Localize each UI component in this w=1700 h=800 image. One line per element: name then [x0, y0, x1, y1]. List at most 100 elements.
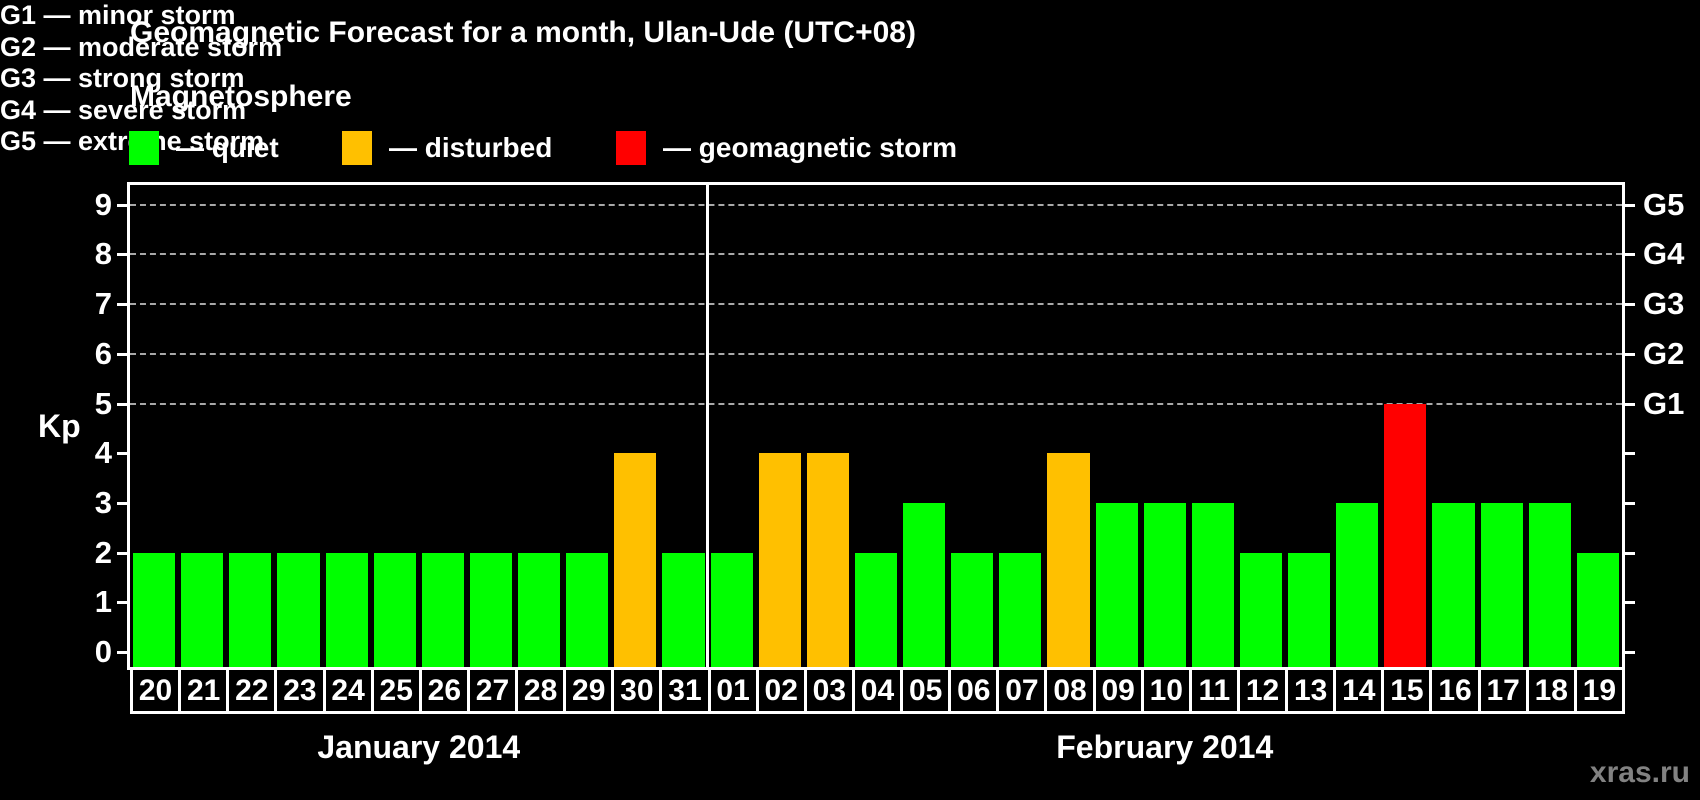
day-cell: 04: [851, 667, 904, 714]
kp-bar: [325, 552, 368, 667]
kp-bar: [903, 502, 946, 667]
kp-bar: [854, 552, 898, 667]
y-tick-label: 1: [94, 584, 112, 620]
kp-bar: [373, 552, 416, 667]
axis-tick: [117, 203, 130, 207]
kp-bar: [1528, 502, 1571, 667]
day-cell: 23: [274, 667, 326, 714]
g-axis-label: G1: [1643, 385, 1685, 421]
axis-tick: [1622, 601, 1635, 605]
kp-bar: [1480, 502, 1523, 667]
day-cell: 21: [178, 667, 230, 714]
day-cell: 03: [803, 667, 855, 714]
axis-tick: [1622, 551, 1635, 555]
month-label: January 2014: [317, 729, 521, 765]
axis-tick: [117, 452, 130, 456]
day-cell: 30: [611, 667, 663, 714]
axis-tick: [117, 303, 130, 307]
day-cell: 10: [1140, 667, 1192, 714]
axis-tick: [1622, 303, 1635, 307]
kp-bar: [1239, 552, 1283, 667]
axis-tick: [117, 402, 130, 406]
grid-line: [130, 203, 1622, 206]
g-legend-item: G1 — minor storm: [0, 0, 236, 30]
day-cell: 26: [418, 667, 470, 714]
legend-item: — quiet: [129, 130, 279, 166]
kp-bar: [518, 552, 561, 667]
kp-bar: [277, 552, 320, 667]
y-tick-label: 0: [94, 634, 112, 669]
magnetosphere-heading: Magnetosphere: [130, 80, 352, 113]
axis-tick: [117, 601, 130, 605]
day-cell: 05: [900, 667, 952, 714]
kp-bar: [662, 552, 705, 667]
g-legend-item: G4 — severe storm: [0, 94, 247, 125]
g-legend-item: G2 — moderate storm: [0, 31, 283, 62]
kp-bar: [710, 552, 753, 667]
axis-tick: [1622, 651, 1635, 654]
day-cell: 08: [1044, 667, 1096, 714]
grid-line: [130, 303, 1622, 306]
kp-bar: [421, 552, 464, 667]
grid-line: [130, 253, 1622, 256]
kp-bar: [566, 552, 609, 667]
kp-bar: [951, 552, 994, 667]
grid-line: [130, 402, 1622, 405]
day-cell: 02: [755, 667, 807, 714]
day-cell: 27: [466, 667, 519, 714]
axis-tick: [1622, 452, 1635, 456]
y-tick-label: 6: [94, 335, 112, 371]
plot-area: [130, 185, 1622, 667]
day-cell: 07: [996, 667, 1048, 714]
day-cell: 24: [322, 667, 374, 714]
day-cell: 31: [659, 667, 711, 714]
legend-label: — geomagnetic storm: [663, 132, 958, 163]
kp-bar: [229, 552, 272, 667]
day-cell: 11: [1188, 667, 1240, 714]
y-tick-label: 2: [94, 534, 112, 570]
axis-tick: [1622, 253, 1635, 257]
day-cell: 09: [1092, 667, 1144, 714]
g-axis-label: G2: [1643, 335, 1685, 371]
day-cell: 14: [1333, 667, 1385, 714]
axis-tick: [1622, 203, 1635, 207]
kp-bar: [469, 552, 513, 667]
axis-tick: [1622, 402, 1635, 406]
day-cell: 18: [1525, 667, 1577, 714]
day-cell: 28: [515, 667, 567, 714]
day-cell: 22: [226, 667, 278, 714]
y-tick-label: 5: [94, 385, 112, 421]
y-tick-label: 4: [94, 435, 112, 471]
watermark: xras.ru: [1589, 756, 1690, 789]
kp-bar: [1143, 502, 1186, 667]
g-axis-label: G5: [1643, 186, 1685, 222]
day-cell: 12: [1236, 667, 1289, 714]
day-axis-row: 20 21 22 23 24 25 26 27 28 29 30 31 01 02 03 04 05 06 07 08…: [130, 667, 1630, 714]
storm-swatch: [616, 131, 646, 165]
g-axis-label: G4: [1643, 236, 1685, 272]
chart-title: Geomagnetic Forecast for a month, Ulan-U…: [130, 16, 916, 49]
axis-tick: [1622, 352, 1635, 356]
disturbed-swatch: [342, 131, 372, 165]
axis-tick: [117, 253, 130, 257]
day-cell: 16: [1429, 667, 1481, 714]
axis-tick: [117, 352, 130, 356]
quiet-swatch: [129, 131, 159, 165]
y-tick-label: 9: [94, 186, 112, 222]
kp-bar: [1336, 502, 1379, 667]
y-tick-label: 3: [94, 484, 112, 520]
day-cell: 01: [707, 667, 759, 714]
kp-bar: [1288, 552, 1331, 667]
kp-bar: [133, 552, 176, 667]
kp-bar: [614, 453, 657, 667]
y-tick-label: 8: [94, 236, 112, 272]
day-cell: 17: [1477, 667, 1529, 714]
grid-line: [130, 352, 1622, 355]
month-label: February 2014: [1056, 729, 1274, 765]
kp-bar: [1191, 502, 1234, 667]
kp-bar: [999, 552, 1042, 667]
kp-bar: [1576, 552, 1619, 667]
day-cell: 20: [130, 667, 182, 714]
kp-bar: [758, 453, 801, 667]
